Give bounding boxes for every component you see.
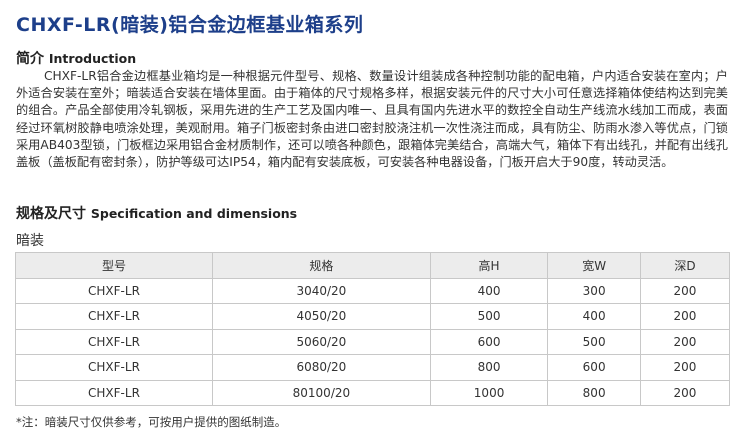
intro-heading-en: Introduction [48,51,137,66]
table-cell: 3040/20 [211,277,431,304]
table-cell: 5060/20 [211,328,431,355]
table-cell: CHXF-LR [15,354,213,381]
column-header: 深D [639,252,731,279]
table-cell: 300 [547,277,641,304]
table-cell: CHXF-LR [15,277,213,304]
table-cell: 800 [547,379,641,406]
intro-text: CHXF-LR铝合金边框基业箱均是一种根据元件型号、规格、数量设计组装成各种控制… [16,69,728,170]
table-cell: 6080/20 [211,354,431,381]
table-cell: 200 [639,303,731,330]
table-cell: 600 [429,328,549,355]
table-cell: 80100/20 [211,379,431,406]
table-cell: 200 [639,379,731,406]
spec-heading-en: Specification and dimensions [90,206,298,221]
table-header-row: 型号 规格 高H 宽W 深D [15,252,731,279]
spec-heading-cn: 规格及尺寸 [16,206,86,222]
column-header: 型号 [15,252,213,279]
column-header: 宽W [547,252,641,279]
table-cell: 500 [429,303,549,330]
table-cell: CHXF-LR [15,379,213,406]
table-cell: 600 [547,354,641,381]
table-row: CHXF-LR 5060/20 600 500 200 [15,328,731,355]
intro-heading: 简介 Introduction [16,48,136,68]
note: *注：暗装尺寸仅供参考，可按用户提供的图纸制造。 [16,415,287,429]
table-row: CHXF-LR 3040/20 400 300 200 [15,277,731,304]
intro-heading-cn: 简介 [16,51,44,67]
table-cell: 800 [429,354,549,381]
spec-heading: 规格及尺寸 Specification and dimensions [16,203,297,223]
column-header: 规格 [211,252,431,279]
table-row: CHXF-LR 4050/20 500 400 200 [15,303,731,330]
table-cell: 200 [639,354,731,381]
table-row: CHXF-LR 80100/20 1000 800 200 [15,379,731,406]
column-header: 高H [429,252,549,279]
table-cell: 4050/20 [211,303,431,330]
spec-subtitle: 暗装 [16,233,44,249]
table-cell: 200 [639,328,731,355]
table-row: CHXF-LR 6080/20 800 600 200 [15,354,731,381]
spec-table: 型号 规格 高H 宽W 深D CHXF-LR 3040/20 400 300 200 CHXF-L… [15,252,731,406]
table-cell: 400 [547,303,641,330]
table-cell: CHXF-LR [15,328,213,355]
page-title: CHXF-LR(暗装)铝合金边框基业箱系列 [16,14,364,36]
table-cell: CHXF-LR [15,303,213,330]
table-cell: 1000 [429,379,549,406]
table-cell: 200 [639,277,731,304]
table-cell: 500 [547,328,641,355]
table-cell: 400 [429,277,549,304]
